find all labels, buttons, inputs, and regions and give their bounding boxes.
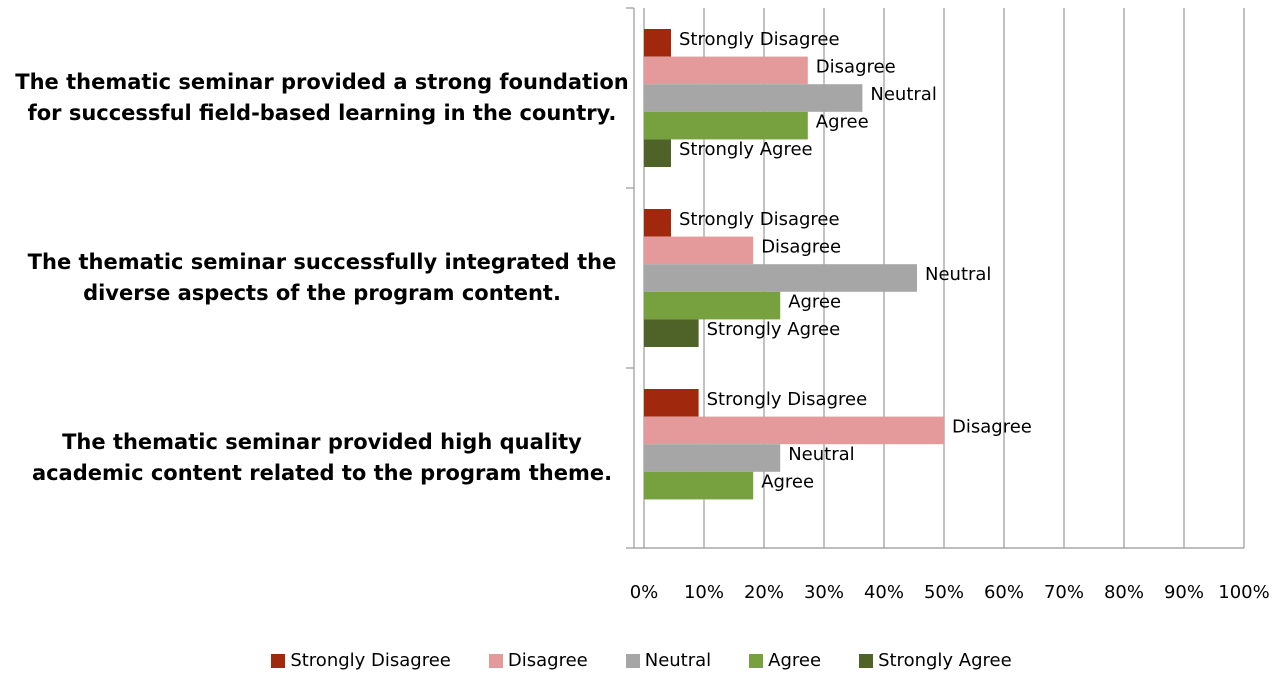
- x-tick-label: 80%: [1104, 582, 1144, 603]
- category-label: The thematic seminar provided a strong f…: [15, 70, 629, 125]
- bar: [644, 291, 781, 320]
- data-label: Agree: [761, 472, 814, 493]
- legend-swatch: [625, 653, 640, 668]
- legend-swatch: [271, 653, 286, 668]
- data-label: Strongly Agree: [679, 139, 813, 160]
- data-label: Neutral: [870, 84, 936, 105]
- legend-item: Strongly Agree: [859, 650, 1012, 671]
- legend-label: Strongly Agree: [878, 650, 1012, 671]
- category-label: The thematic seminar successfully integr…: [27, 250, 617, 305]
- legend-label: Disagree: [507, 650, 588, 671]
- legend-label: Agree: [768, 650, 822, 671]
- x-tick-label: 10%: [684, 582, 724, 603]
- data-label: Agree: [788, 292, 841, 313]
- legend-item: Neutral: [625, 650, 712, 671]
- data-label: Strongly Disagree: [707, 389, 868, 410]
- data-label: Neutral: [788, 444, 854, 465]
- bar: [644, 319, 699, 347]
- legend: Strongly Disagree Disagree Neutral Agree Str…: [0, 650, 1283, 671]
- x-tick-label: 60%: [984, 582, 1024, 603]
- bar: [644, 236, 754, 265]
- x-tick-label: 40%: [864, 582, 904, 603]
- x-tick-label: 70%: [1044, 582, 1084, 603]
- data-label: Disagree: [761, 236, 841, 257]
- x-tick-label: 50%: [924, 582, 964, 603]
- legend-label: Neutral: [644, 650, 712, 671]
- bar: [644, 56, 808, 85]
- data-label: Agree: [816, 112, 869, 133]
- legend-swatch: [749, 653, 764, 668]
- x-tick-label: 30%: [804, 582, 844, 603]
- data-label: Strongly Disagree: [679, 209, 840, 230]
- bar: [644, 84, 863, 112]
- x-tick-label: 100%: [1218, 582, 1269, 603]
- chart: 0% 10% 20% 30% 40% 50% 60% 70% 80% 90% 100% Strongl…: [626, 7, 1270, 603]
- data-label: Strongly Agree: [707, 319, 841, 340]
- data-label: Disagree: [952, 416, 1032, 437]
- legend-swatch: [488, 653, 503, 668]
- legend-label: Strongly Disagree: [290, 650, 451, 671]
- bar: [644, 471, 754, 500]
- bar: [644, 416, 944, 445]
- legend-item: Strongly Disagree: [271, 650, 451, 671]
- bar: [644, 111, 808, 140]
- data-label: Neutral: [925, 264, 991, 285]
- bar: [644, 264, 917, 292]
- category-label: The thematic seminar provided high quali…: [31, 430, 613, 485]
- data-label: Disagree: [816, 56, 896, 77]
- data-label: Strongly Disagree: [679, 29, 840, 50]
- bar: [644, 444, 781, 472]
- x-tick-label: 20%: [744, 582, 784, 603]
- bar: [644, 139, 671, 167]
- x-tick-label: 90%: [1164, 582, 1204, 603]
- bar: [644, 209, 671, 237]
- legend-swatch: [859, 653, 874, 668]
- legend-item: Agree: [749, 650, 821, 671]
- legend-item: Disagree: [488, 650, 588, 671]
- bar: [644, 29, 671, 57]
- bar: [644, 389, 699, 417]
- x-tick-label: 0%: [630, 582, 659, 603]
